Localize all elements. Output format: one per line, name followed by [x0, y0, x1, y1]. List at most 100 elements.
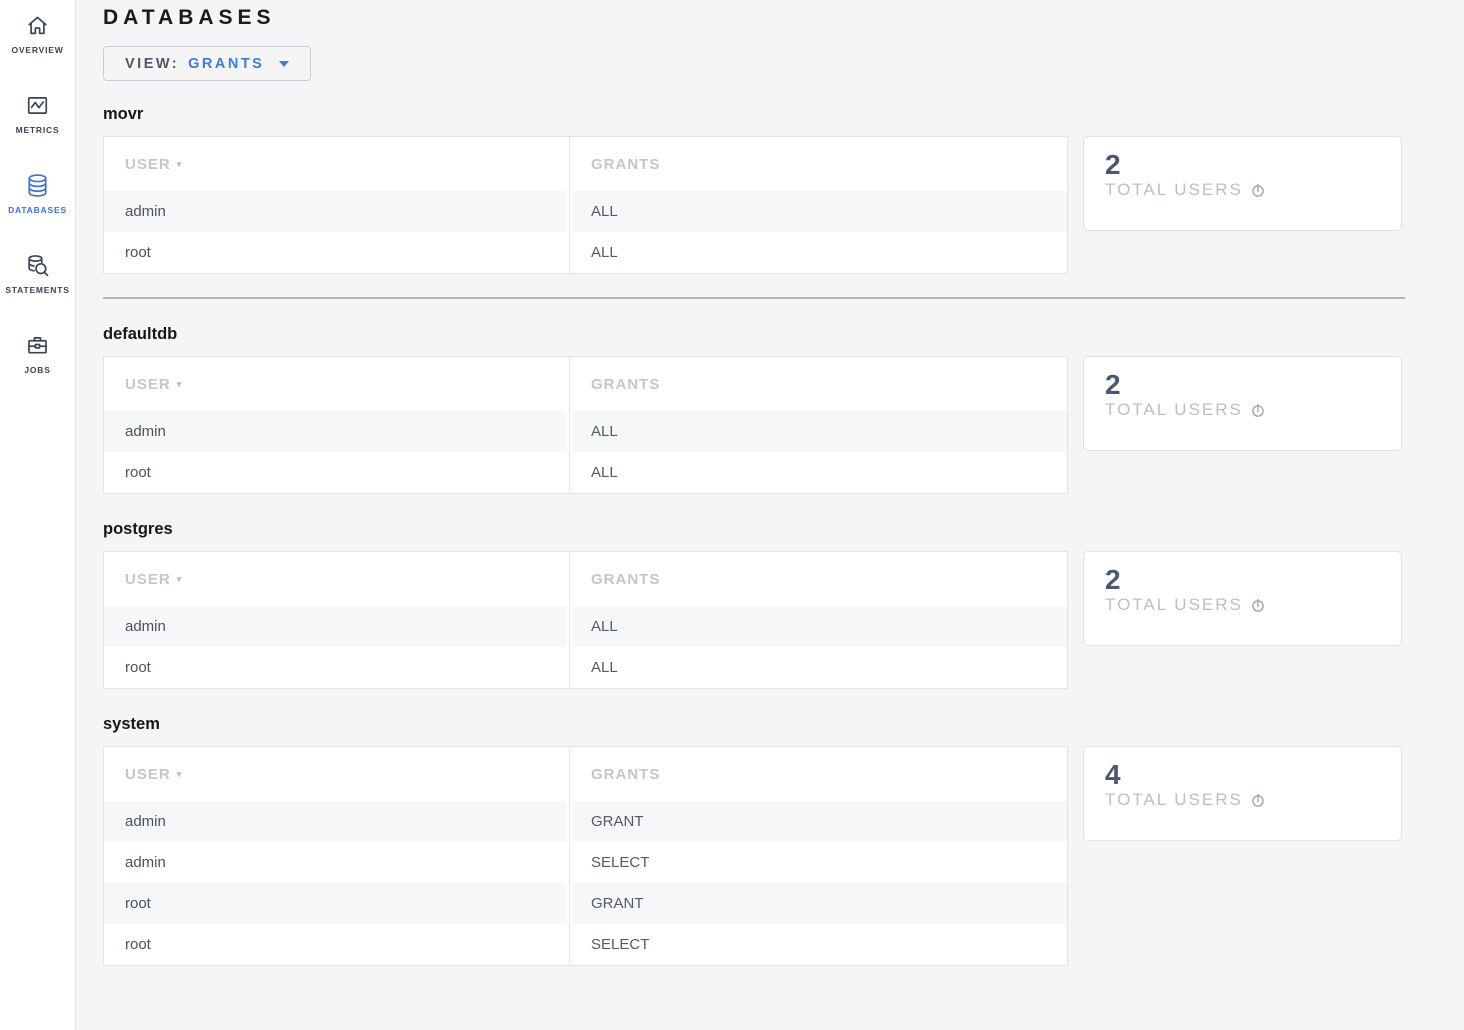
sidebar-item-label: DATABASES: [8, 205, 67, 215]
cell-user: admin: [125, 813, 166, 830]
column-header-user-label: USER: [125, 570, 171, 588]
table-row: root SELECT: [104, 924, 1067, 965]
view-selector-label: VIEW:: [125, 55, 180, 72]
metrics-icon: [27, 97, 48, 114]
table-row: admin ALL: [104, 411, 1067, 452]
column-divider: [566, 137, 573, 191]
table-row: root ALL: [104, 452, 1067, 493]
column-header-user-label: USER: [125, 155, 171, 173]
sidebar-item-metrics[interactable]: METRICS: [0, 89, 75, 169]
column-header-grants[interactable]: GRANTS: [573, 747, 1067, 801]
column-header-user[interactable]: USER ▾: [104, 552, 566, 606]
databases-icon: [28, 174, 47, 197]
table-header-row: USER ▾ GRANTS: [104, 357, 1067, 411]
info-icon[interactable]: [1251, 598, 1265, 613]
cell-grants: ALL: [591, 464, 618, 481]
database-section: defaultdb USER ▾ GRANTS admin ALL root: [103, 325, 1405, 494]
total-users-label: TOTAL USERS: [1105, 400, 1380, 420]
column-header-grants-label: GRANTS: [591, 375, 661, 393]
column-divider: [566, 747, 573, 801]
column-divider: [566, 606, 573, 647]
info-icon[interactable]: [1251, 183, 1265, 198]
total-users-card: 2 TOTAL USERS: [1083, 356, 1402, 451]
cell-grants: ALL: [591, 618, 618, 635]
table-row: root ALL: [104, 232, 1067, 273]
grants-table: USER ▾ GRANTS admin GRANT admin SELECT r…: [103, 746, 1068, 966]
column-header-grants[interactable]: GRANTS: [573, 357, 1067, 411]
column-divider: [566, 647, 573, 688]
column-divider: [566, 552, 573, 606]
total-users-label-text: TOTAL USERS: [1105, 180, 1243, 200]
total-users-label-text: TOTAL USERS: [1105, 790, 1243, 810]
table-row: admin GRANT: [104, 801, 1067, 842]
cell-grants: SELECT: [591, 936, 650, 953]
sidebar-item-label: OVERVIEW: [11, 45, 64, 55]
column-header-user[interactable]: USER ▾: [104, 137, 566, 191]
grants-table: USER ▾ GRANTS admin ALL root ALL: [103, 356, 1068, 494]
jobs-icon: [28, 337, 47, 354]
cell-user: admin: [125, 423, 166, 440]
cell-user: admin: [125, 618, 166, 635]
sort-caret-icon: ▾: [176, 378, 183, 389]
database-section: system USER ▾ GRANTS admin GRANT admin: [103, 715, 1405, 966]
sort-caret-icon: ▾: [176, 158, 183, 169]
column-divider: [566, 357, 573, 411]
database-sections: movr USER ▾ GRANTS admin ALL root AL: [103, 105, 1405, 966]
database-name: system: [103, 715, 160, 733]
sidebar-item-label: METRICS: [15, 125, 60, 135]
cell-user: root: [125, 659, 151, 676]
total-users-card: 2 TOTAL USERS: [1083, 136, 1402, 231]
column-header-grants[interactable]: GRANTS: [573, 137, 1067, 191]
column-divider: [566, 883, 573, 924]
total-users-card: 2 TOTAL USERS: [1083, 551, 1402, 646]
cell-user: admin: [125, 854, 166, 871]
total-users-label: TOTAL USERS: [1105, 180, 1380, 200]
cell-user: root: [125, 936, 151, 953]
cell-grants: ALL: [591, 423, 618, 440]
info-icon[interactable]: [1251, 793, 1265, 808]
cell-user: root: [125, 464, 151, 481]
view-selector-value: GRANTS: [188, 55, 265, 72]
cell-grants: GRANT: [591, 895, 644, 912]
sidebar-item-statements[interactable]: STATEMENTS: [0, 249, 75, 329]
total-users-label: TOTAL USERS: [1105, 790, 1380, 810]
column-divider: [566, 191, 573, 232]
column-header-user[interactable]: USER ▾: [104, 747, 566, 801]
column-header-user[interactable]: USER ▾: [104, 357, 566, 411]
database-section: postgres USER ▾ GRANTS admin ALL root: [103, 520, 1405, 689]
sort-caret-icon: ▾: [176, 573, 183, 584]
page-title: DATABASES: [103, 6, 276, 29]
main-content: DATABASES VIEW: GRANTS movr USER ▾ GRANT…: [76, 0, 1464, 1030]
column-divider: [566, 801, 573, 842]
cell-grants: ALL: [591, 203, 618, 220]
sidebar-item-label: STATEMENTS: [5, 285, 70, 295]
column-header-grants[interactable]: GRANTS: [573, 552, 1067, 606]
info-icon[interactable]: [1251, 403, 1265, 418]
table-row: admin ALL: [104, 191, 1067, 232]
sidebar-item-overview[interactable]: OVERVIEW: [0, 9, 75, 89]
total-users-label-text: TOTAL USERS: [1105, 400, 1243, 420]
grants-table: USER ▾ GRANTS admin ALL root ALL: [103, 551, 1068, 689]
database-name: postgres: [103, 520, 173, 538]
column-header-user-label: USER: [125, 375, 171, 393]
statements-icon: [28, 255, 49, 277]
cell-grants: ALL: [591, 244, 618, 261]
column-header-grants-label: GRANTS: [591, 155, 661, 173]
sidebar: OVERVIEW METRICS DATABASES STATEMENTS: [0, 0, 76, 1030]
column-header-grants-label: GRANTS: [591, 765, 661, 783]
table-row: admin SELECT: [104, 842, 1067, 883]
database-section: movr USER ▾ GRANTS admin ALL root AL: [103, 105, 1405, 299]
cell-user: root: [125, 895, 151, 912]
view-selector-dropdown[interactable]: VIEW: GRANTS: [103, 46, 312, 81]
column-header-grants-label: GRANTS: [591, 570, 661, 588]
cell-user: admin: [125, 203, 166, 220]
sidebar-item-label: JOBS: [24, 365, 51, 375]
cell-grants: ALL: [591, 659, 618, 676]
total-users-count: 2: [1105, 149, 1121, 180]
database-name: movr: [103, 105, 144, 123]
database-name: defaultdb: [103, 325, 178, 343]
total-users-count: 2: [1105, 564, 1121, 595]
column-divider: [566, 924, 573, 965]
sidebar-item-jobs[interactable]: JOBS: [0, 329, 75, 409]
sidebar-item-databases[interactable]: DATABASES: [0, 169, 75, 249]
